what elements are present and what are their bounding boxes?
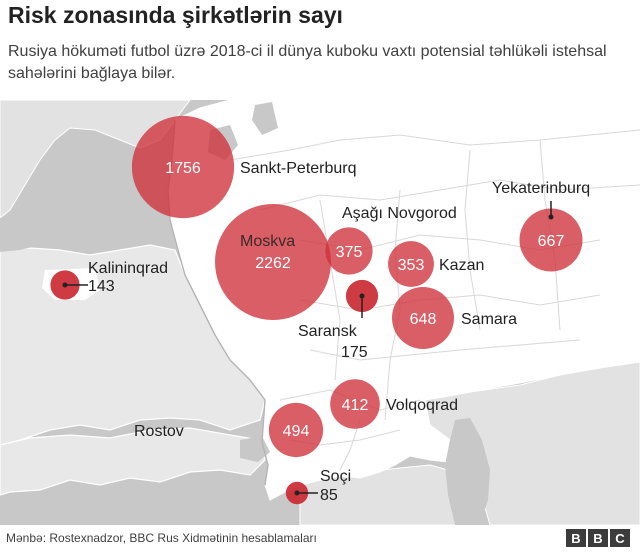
label-saransk: Saransk	[298, 323, 358, 340]
ukraine-land	[0, 427, 266, 496]
label-rostov: Rostov	[134, 423, 184, 440]
leader-dot-yekaterinburq	[548, 214, 554, 220]
value-kalininqrad: 143	[88, 278, 115, 295]
baltic-sea	[0, 212, 45, 252]
leader-dot-kalininqrad	[62, 282, 68, 288]
value-samara: 648	[410, 311, 437, 328]
bbc-logo: B B C	[566, 529, 630, 547]
bbc-logo-letter: B	[566, 529, 586, 547]
label-moskva: Moskva	[240, 233, 295, 250]
label-sankt-peterburq: Sankt-Peterburq	[240, 160, 357, 177]
label-soci: Soçi	[320, 468, 351, 485]
source-note: Mənbə: Rostexnadzor, BBC Rus Xidmətinin …	[6, 531, 317, 545]
bubble-samara	[392, 287, 454, 349]
label-kalininqrad: Kalininqrad	[88, 260, 168, 277]
bubble-a-a-novgorod	[325, 227, 373, 275]
value-kazan: 353	[398, 257, 425, 274]
value-rostov: 494	[283, 423, 310, 440]
black-sea	[40, 485, 275, 525]
map-subtitle: Rusiya hökuməti futbol üzrə 2018-ci il d…	[8, 43, 607, 82]
bubble-sankt-peterburq	[131, 115, 235, 219]
bubble-moskva	[215, 204, 331, 320]
bbc-logo-letter: B	[588, 529, 608, 547]
label-kazan: Kazan	[439, 257, 484, 274]
label-asagi-novgorod: Aşağı Novgorod	[342, 205, 457, 222]
caspian-sea	[445, 418, 490, 525]
lake-onega	[252, 102, 278, 135]
bubble-kazan	[388, 241, 434, 287]
map-canvas: 1756 2262 375 353 667 648 412 494 Sankt-…	[0, 100, 640, 525]
leader-dot-saransk	[359, 293, 365, 299]
map-title: Risk zonasında şirkətlərin sayı	[8, 2, 343, 28]
label-samara: Samara	[461, 311, 517, 328]
bubble-yekaterinburq	[519, 208, 583, 272]
value-soci: 85	[320, 487, 338, 504]
value-yekaterinburq: 667	[538, 233, 565, 250]
bbc-logo-letter: C	[610, 529, 630, 547]
value-asagi-novgorod: 375	[336, 244, 363, 261]
bubble-rostov	[268, 402, 324, 458]
value-volqoqrad: 412	[342, 397, 369, 414]
label-volqoqrad: Volqoqrad	[386, 397, 458, 414]
label-yekaterinburq: Yekaterinburq	[492, 180, 590, 197]
value-saransk: 175	[341, 344, 368, 361]
value-sankt-peterburq: 1756	[165, 160, 201, 177]
leader-dot-soci	[294, 490, 300, 496]
value-moskva: 2262	[255, 255, 291, 272]
russia-map: 1756 2262 375 353 667 648 412 494 Sankt-…	[0, 100, 640, 525]
bubble-volqoqrad	[330, 379, 380, 429]
